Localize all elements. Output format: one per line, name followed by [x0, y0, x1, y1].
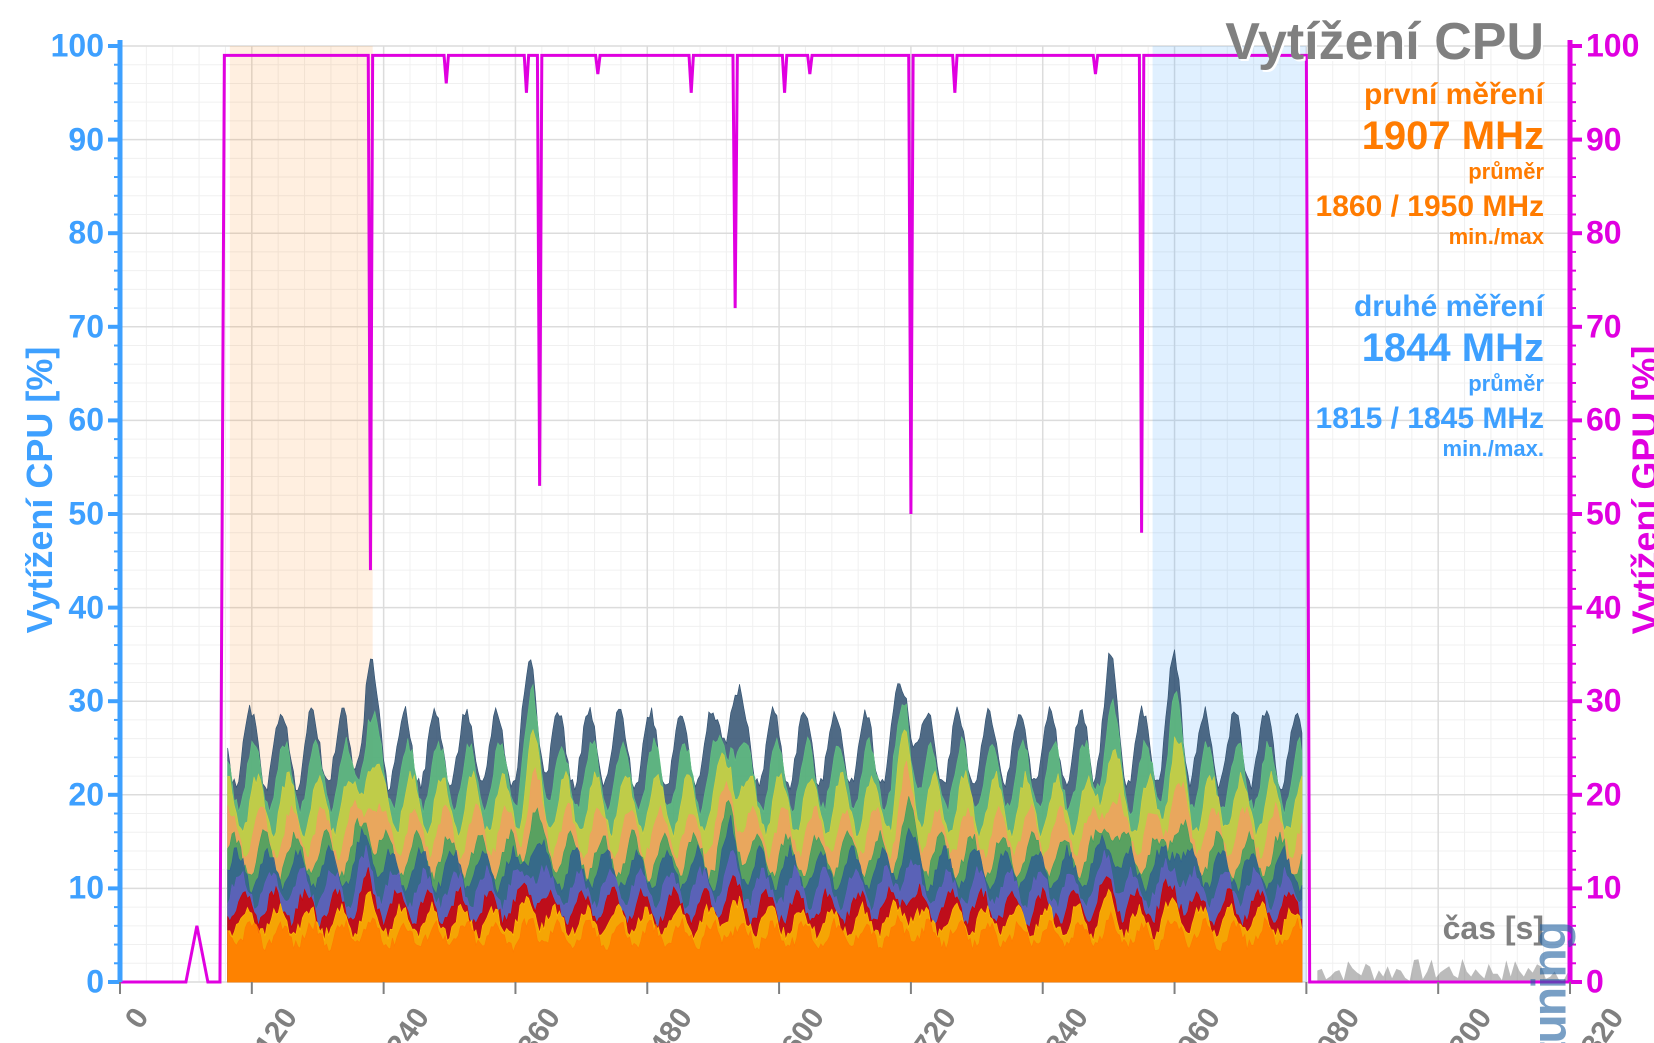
chart-title: Vytížení CPU: [1225, 12, 1544, 72]
y-left-tick: 80: [68, 215, 104, 252]
y-left-tick: 30: [68, 683, 104, 720]
y-left-tick: 40: [68, 589, 104, 626]
run2-label: druhé měření: [1316, 290, 1544, 325]
run1-avg-sub: průměr: [1316, 159, 1544, 184]
logo-part2: tuning: [1524, 923, 1577, 1043]
y-right-tick: 80: [1586, 215, 1622, 252]
y-right-tick: 50: [1586, 496, 1622, 533]
run1-minmax-sub: min./max: [1316, 224, 1544, 249]
run1-label: první měření: [1316, 78, 1544, 113]
y-left-tick: 10: [68, 870, 104, 907]
y-right-tick: 100: [1586, 28, 1639, 65]
y-left-tick: 100: [51, 28, 104, 65]
y-right-tick: 60: [1586, 402, 1622, 439]
run2-minmax: 1815 / 1845 MHz: [1316, 402, 1544, 437]
y-left-tick: 20: [68, 776, 104, 813]
run1-info: první měření 1907 MHz průměr 1860 / 1950…: [1316, 78, 1544, 250]
y-right-tick: 20: [1586, 776, 1622, 813]
run1-minmax: 1860 / 1950 MHz: [1316, 190, 1544, 225]
y-left-axis-title: Vytížení CPU [%]: [19, 347, 61, 634]
y-right-tick: 40: [1586, 589, 1622, 626]
y-right-axis-title: Vytížení GPU [%]: [1625, 346, 1654, 635]
y-right-tick: 30: [1586, 683, 1622, 720]
watermark-logo: pctuning: [1523, 923, 1578, 1043]
y-left-tick: 60: [68, 402, 104, 439]
y-right-tick: 70: [1586, 308, 1622, 345]
y-left-tick: 50: [68, 496, 104, 533]
run2-avg-sub: průměr: [1316, 371, 1544, 396]
run2-info: druhé měření 1844 MHz průměr 1815 / 1845…: [1316, 290, 1544, 462]
chart-root: Vytížení CPU Vytížení CPU [%] Vytížení G…: [0, 0, 1654, 1043]
y-right-tick: 0: [1586, 964, 1604, 1001]
run2-minmax-sub: min./max.: [1316, 436, 1544, 461]
y-left-tick: 0: [86, 964, 104, 1001]
y-left-tick: 90: [68, 121, 104, 158]
run2-avg: 1844 MHz: [1316, 325, 1544, 371]
y-right-tick: 10: [1586, 870, 1622, 907]
y-right-tick: 90: [1586, 121, 1622, 158]
y-left-tick: 70: [68, 308, 104, 345]
run1-avg: 1907 MHz: [1316, 113, 1544, 159]
